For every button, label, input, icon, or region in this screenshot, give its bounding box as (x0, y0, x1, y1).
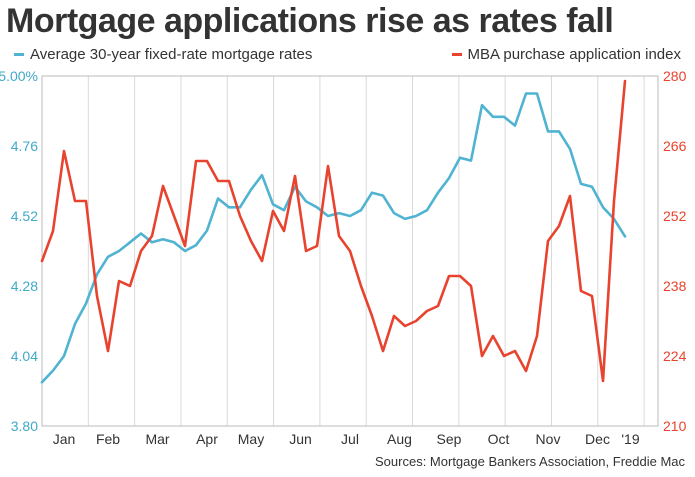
left-axis-tick-label: 4.28 (11, 278, 38, 294)
right-axis-tick-label: 266 (663, 138, 687, 154)
left-axis-tick-label: 4.04 (11, 348, 38, 364)
source-note: Sources: Mortgage Bankers Association, F… (375, 454, 685, 469)
x-axis-tick-label: May (238, 431, 264, 447)
left-axis-tick-label: 4.52 (11, 208, 38, 224)
right-axis-tick-label: 238 (663, 278, 687, 294)
legend-item-index: MBA purchase application index (451, 46, 681, 63)
left-axis-tick-label: 4.76 (11, 138, 38, 154)
right-axis-tick-label: 224 (663, 348, 687, 364)
left-axis-tick-label: 3.80 (11, 418, 38, 434)
series-line-purchase-index (40, 79, 627, 383)
x-axis-tick-label: Dec (585, 431, 610, 447)
x-axis-tick-label: Feb (96, 431, 120, 447)
chart-title: Mortgage applications rise as rates fall (6, 2, 614, 40)
x-axis-tick-label: Jan (53, 431, 76, 447)
series-line-mortgage-rates (40, 92, 627, 384)
x-axis-tick-label: Oct (488, 431, 510, 447)
x-axis-tick-label: Aug (387, 431, 412, 447)
legend-swatch-index (451, 53, 462, 56)
x-axis-tick-label: Jul (341, 431, 359, 447)
legend-label-rates: Average 30-year fixed-rate mortgage rate… (30, 46, 313, 63)
right-axis-tick-label: 210 (663, 418, 687, 434)
left-axis-tick-label: 5.00% (0, 68, 38, 84)
legend-item-rates: Average 30-year fixed-rate mortgage rate… (14, 46, 312, 63)
x-axis-tick-label: Mar (145, 431, 169, 447)
x-axis-tick-label: Apr (196, 431, 218, 447)
legend-label-index: MBA purchase application index (467, 46, 681, 63)
x-axis-tick-label: Nov (536, 431, 561, 447)
x-axis-tick-label: Sep (437, 431, 462, 447)
plot-frame (41, 75, 659, 427)
x-axis-tick-label: '19 (621, 431, 639, 447)
x-axis-tick-label: Jun (289, 431, 312, 447)
right-axis-tick-label: 280 (663, 68, 687, 84)
legend-swatch-rates (14, 53, 24, 56)
right-axis-tick-label: 252 (663, 208, 687, 224)
